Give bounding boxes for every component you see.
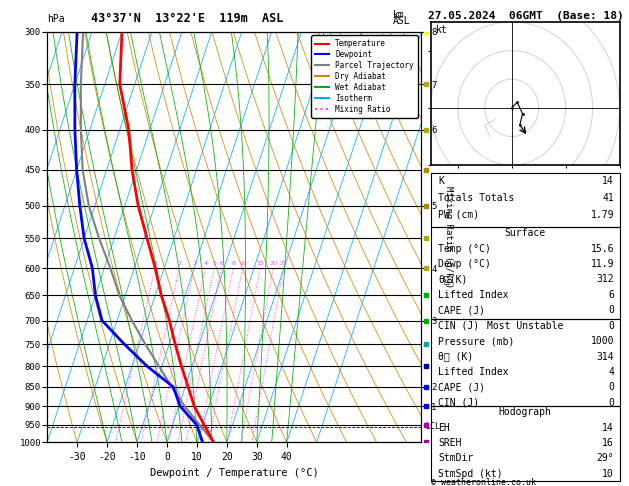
- Text: 0: 0: [608, 398, 614, 408]
- Bar: [431, 405, 620, 481]
- Text: kt: kt: [437, 25, 448, 35]
- Text: Dewp (°C): Dewp (°C): [438, 259, 491, 269]
- Text: θᴇ(K): θᴇ(K): [438, 275, 468, 284]
- Text: θᴇ (K): θᴇ (K): [438, 351, 474, 362]
- Text: 14: 14: [602, 175, 614, 186]
- Text: 1: 1: [153, 261, 157, 266]
- Text: 0: 0: [608, 321, 614, 330]
- Text: © weatheronline.co.uk: © weatheronline.co.uk: [431, 478, 536, 486]
- Text: Totals Totals: Totals Totals: [438, 192, 515, 203]
- Text: CAPE (J): CAPE (J): [438, 382, 486, 392]
- Text: Most Unstable: Most Unstable: [487, 321, 564, 330]
- Text: 15: 15: [257, 261, 264, 266]
- Text: PW (cm): PW (cm): [438, 209, 479, 220]
- Text: 0: 0: [608, 305, 614, 315]
- Text: 43°37'N  13°22'E  119m  ASL: 43°37'N 13°22'E 119m ASL: [91, 12, 284, 25]
- Text: Surface: Surface: [504, 228, 546, 238]
- Text: 6: 6: [608, 290, 614, 300]
- Text: 4: 4: [608, 367, 614, 377]
- Text: StmDir: StmDir: [438, 453, 474, 463]
- Text: Lifted Index: Lifted Index: [438, 290, 509, 300]
- Text: 20: 20: [269, 261, 277, 266]
- Text: 16: 16: [602, 438, 614, 448]
- Text: StmSpd (kt): StmSpd (kt): [438, 469, 503, 479]
- Text: CAPE (J): CAPE (J): [438, 305, 486, 315]
- Text: km: km: [393, 10, 405, 20]
- Text: 1.79: 1.79: [591, 209, 614, 220]
- Y-axis label: Mixing Ratio (g/kg): Mixing Ratio (g/kg): [444, 186, 453, 288]
- Text: 0: 0: [608, 382, 614, 392]
- Text: 10: 10: [602, 469, 614, 479]
- Text: CIN (J): CIN (J): [438, 398, 479, 408]
- Text: 10: 10: [239, 261, 247, 266]
- Text: Hodograph: Hodograph: [499, 407, 552, 417]
- Text: 14: 14: [602, 422, 614, 433]
- Text: 2: 2: [177, 261, 181, 266]
- Text: 41: 41: [602, 192, 614, 203]
- Text: SREH: SREH: [438, 438, 462, 448]
- Text: 8: 8: [231, 261, 235, 266]
- Bar: [431, 319, 620, 405]
- Text: LCL: LCL: [425, 422, 440, 431]
- Text: CIN (J): CIN (J): [438, 321, 479, 330]
- Text: K: K: [438, 175, 444, 186]
- Text: ASL: ASL: [393, 17, 411, 26]
- Text: 312: 312: [596, 275, 614, 284]
- Text: 4: 4: [203, 261, 208, 266]
- Text: Pressure (mb): Pressure (mb): [438, 336, 515, 346]
- Text: 6: 6: [220, 261, 223, 266]
- Text: Lifted Index: Lifted Index: [438, 367, 509, 377]
- Text: 29°: 29°: [596, 453, 614, 463]
- X-axis label: Dewpoint / Temperature (°C): Dewpoint / Temperature (°C): [150, 468, 319, 478]
- Bar: [431, 226, 620, 319]
- Text: 15.6: 15.6: [591, 243, 614, 254]
- Bar: [431, 173, 620, 226]
- Text: 1000: 1000: [591, 336, 614, 346]
- Text: EH: EH: [438, 422, 450, 433]
- Text: 11.9: 11.9: [591, 259, 614, 269]
- Text: hPa: hPa: [47, 14, 65, 24]
- Text: 27.05.2024  06GMT  (Base: 18): 27.05.2024 06GMT (Base: 18): [428, 12, 623, 21]
- Text: Temp (°C): Temp (°C): [438, 243, 491, 254]
- Legend: Temperature, Dewpoint, Parcel Trajectory, Dry Adiabat, Wet Adiabat, Isotherm, Mi: Temperature, Dewpoint, Parcel Trajectory…: [311, 35, 418, 118]
- Text: 25: 25: [280, 261, 287, 266]
- Text: 314: 314: [596, 351, 614, 362]
- Text: 5: 5: [212, 261, 216, 266]
- Text: 3: 3: [192, 261, 196, 266]
